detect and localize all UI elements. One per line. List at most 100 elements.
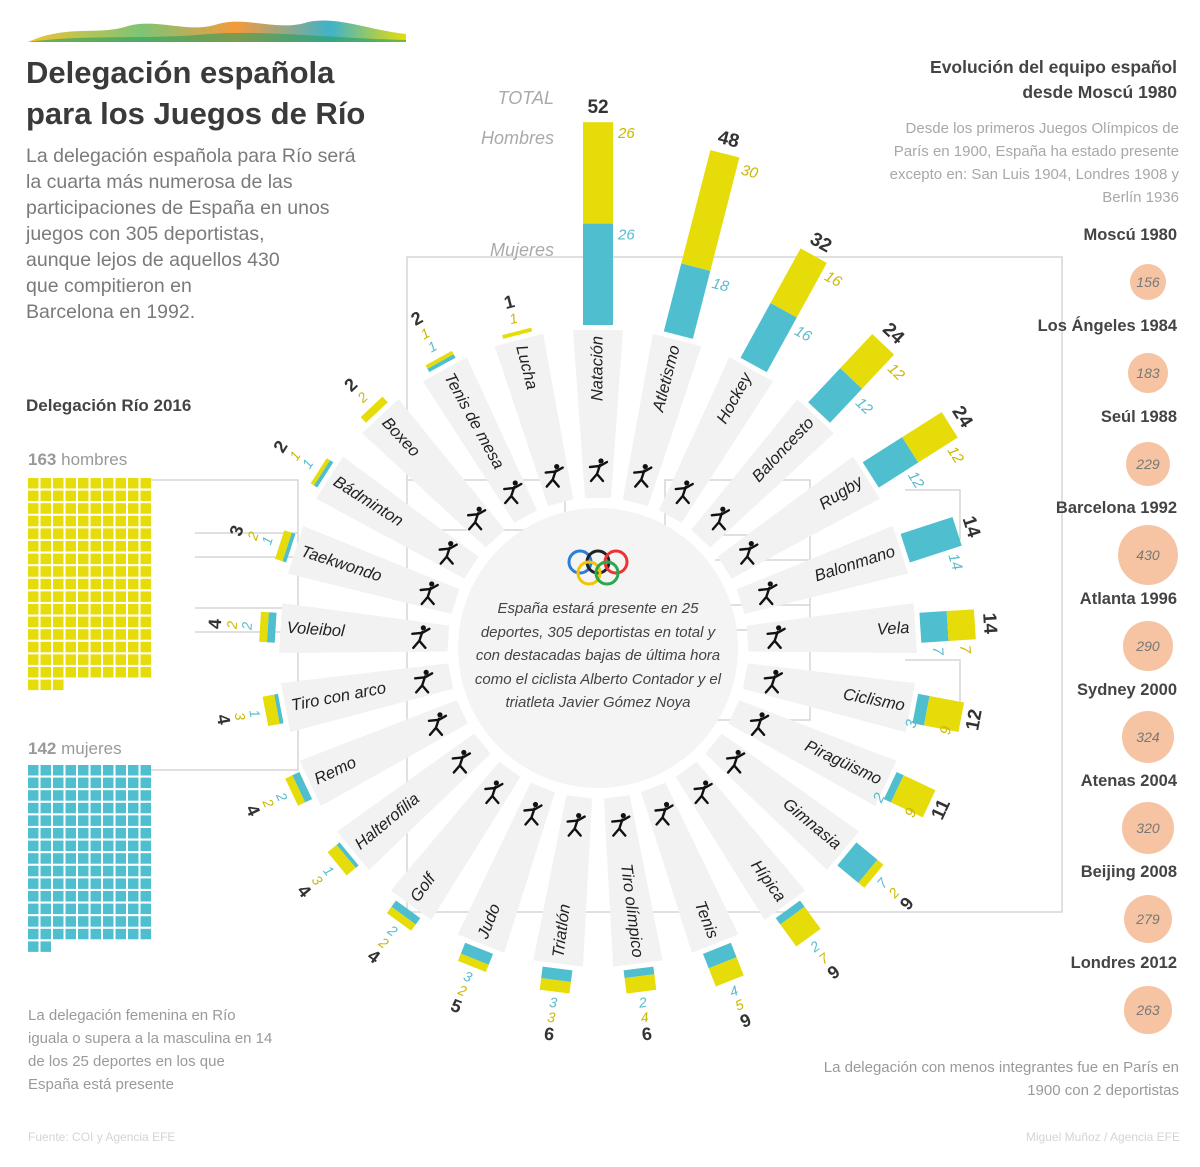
waffle-square-men <box>28 503 39 514</box>
waffle-square-women <box>103 802 114 814</box>
waffle-square-women <box>78 878 89 889</box>
wedge-tenis <box>641 782 739 953</box>
waffle-square-men <box>115 515 126 527</box>
waffle-square-women <box>28 865 39 877</box>
waffle-square-men <box>90 604 101 615</box>
waffle-square-men <box>28 478 39 489</box>
waffle-square-women <box>65 878 76 889</box>
intro-text: La delegación española para Río será la … <box>26 143 356 325</box>
waffle-square-women <box>53 853 64 864</box>
waffle-square-women <box>115 853 126 864</box>
waffle-square-women <box>78 853 89 864</box>
waffle-title: Delegación Río 2016 <box>26 396 192 415</box>
waffle-square-men <box>78 566 89 577</box>
waffle-square-women <box>90 916 101 927</box>
natacion-icon <box>588 458 609 483</box>
waffle-square-men <box>28 679 39 691</box>
waffle-square-women <box>40 828 51 839</box>
waffle-square-women <box>115 790 126 801</box>
gimnasia-icon <box>725 749 746 774</box>
history-circle: 183 <box>1128 353 1168 393</box>
waffle-square-men <box>103 604 114 615</box>
total-label: 9 <box>737 1010 754 1032</box>
waffle-square-men <box>78 553 89 565</box>
bar-men-vela <box>946 609 976 641</box>
waffle-square-women <box>140 903 151 915</box>
waffle-square-men <box>115 541 126 552</box>
waffle-square-women <box>140 865 151 877</box>
taekwondo-icon <box>419 581 439 606</box>
waffle-square-men <box>90 578 101 590</box>
bar-men-natacion <box>583 122 613 224</box>
waffle-square-men <box>103 591 114 602</box>
page-title: Delegación española para los Juegos de R… <box>26 52 365 134</box>
intro-line: participaciones de España en unos <box>26 197 330 219</box>
waffle-square-men <box>53 616 64 628</box>
tenis-icon <box>654 801 674 826</box>
women-count: 142 <box>28 739 57 758</box>
center-circle <box>458 508 738 788</box>
men-label: hombres <box>61 450 128 469</box>
wedge-lucha <box>494 333 574 506</box>
waffle-square-women <box>90 840 101 852</box>
waffle-square-men <box>140 566 151 577</box>
waffle-square-men <box>140 604 151 615</box>
tenis-de-mesa-icon <box>503 480 523 505</box>
bar-women-atletismo <box>663 263 711 339</box>
waffle-square-men <box>65 566 76 577</box>
waffle-square-men <box>28 515 39 527</box>
waffle-square-men <box>65 515 76 527</box>
waffle-square-men <box>128 566 139 577</box>
waffle-square-women <box>103 790 114 801</box>
waffle-square-women <box>40 777 51 789</box>
waffle-square-men <box>128 553 139 565</box>
history-circle: 320 <box>1122 802 1174 854</box>
waffle-square-men <box>65 541 76 552</box>
waffle-square-women <box>78 903 89 915</box>
waffle-square-men <box>90 528 101 539</box>
waffle-square-women <box>65 815 76 826</box>
waffle-square-men <box>40 654 51 665</box>
waffle-square-women <box>65 916 76 927</box>
bar-men-badminton <box>310 458 331 486</box>
judo-icon <box>523 801 543 826</box>
bar-men-piraguismo <box>890 775 936 818</box>
waffle-square-men <box>53 553 64 565</box>
waffle-square-men <box>115 478 126 489</box>
waffle-square-men <box>78 641 89 653</box>
legend-women: Mujeres <box>489 240 554 260</box>
men-count: 163 <box>28 450 57 469</box>
total-label: 4 <box>242 802 264 820</box>
center-annotation: España estará presente en 25 deportes, 3… <box>474 600 722 711</box>
waffle-square-men <box>128 515 139 527</box>
waffle-square-men <box>28 616 39 628</box>
waffle-square-men <box>103 490 114 502</box>
waffle-square-women <box>115 765 126 776</box>
waffle-square-men <box>65 553 76 565</box>
waffle-square-women <box>115 928 126 940</box>
waffle-square-men <box>140 591 151 602</box>
waffle-square-men <box>140 578 151 590</box>
waffle-square-women <box>78 828 89 839</box>
waffle-square-men <box>40 541 51 552</box>
waffle-square-men <box>78 654 89 665</box>
waffle-square-men <box>103 667 114 678</box>
waffle-square-men <box>28 629 39 640</box>
sport-label: Natación <box>588 336 606 401</box>
bar-men-tenis <box>708 957 744 987</box>
history-year: Sydney 2000 <box>1077 681 1177 699</box>
waffle-square-women <box>128 840 139 852</box>
bar-women-hockey <box>740 303 797 373</box>
bar-men-atletismo <box>681 150 740 271</box>
waffle-square-men <box>90 541 101 552</box>
intro-line: La delegación española para Río será <box>26 145 356 167</box>
wedge-vela <box>746 603 917 653</box>
waffle-square-women <box>103 878 114 889</box>
wedge-gimnasia <box>705 733 859 870</box>
waffle-square-women <box>128 802 139 814</box>
waffle-square-men <box>53 679 64 691</box>
waffle-square-women <box>53 865 64 877</box>
waffle-square-men <box>128 478 139 489</box>
